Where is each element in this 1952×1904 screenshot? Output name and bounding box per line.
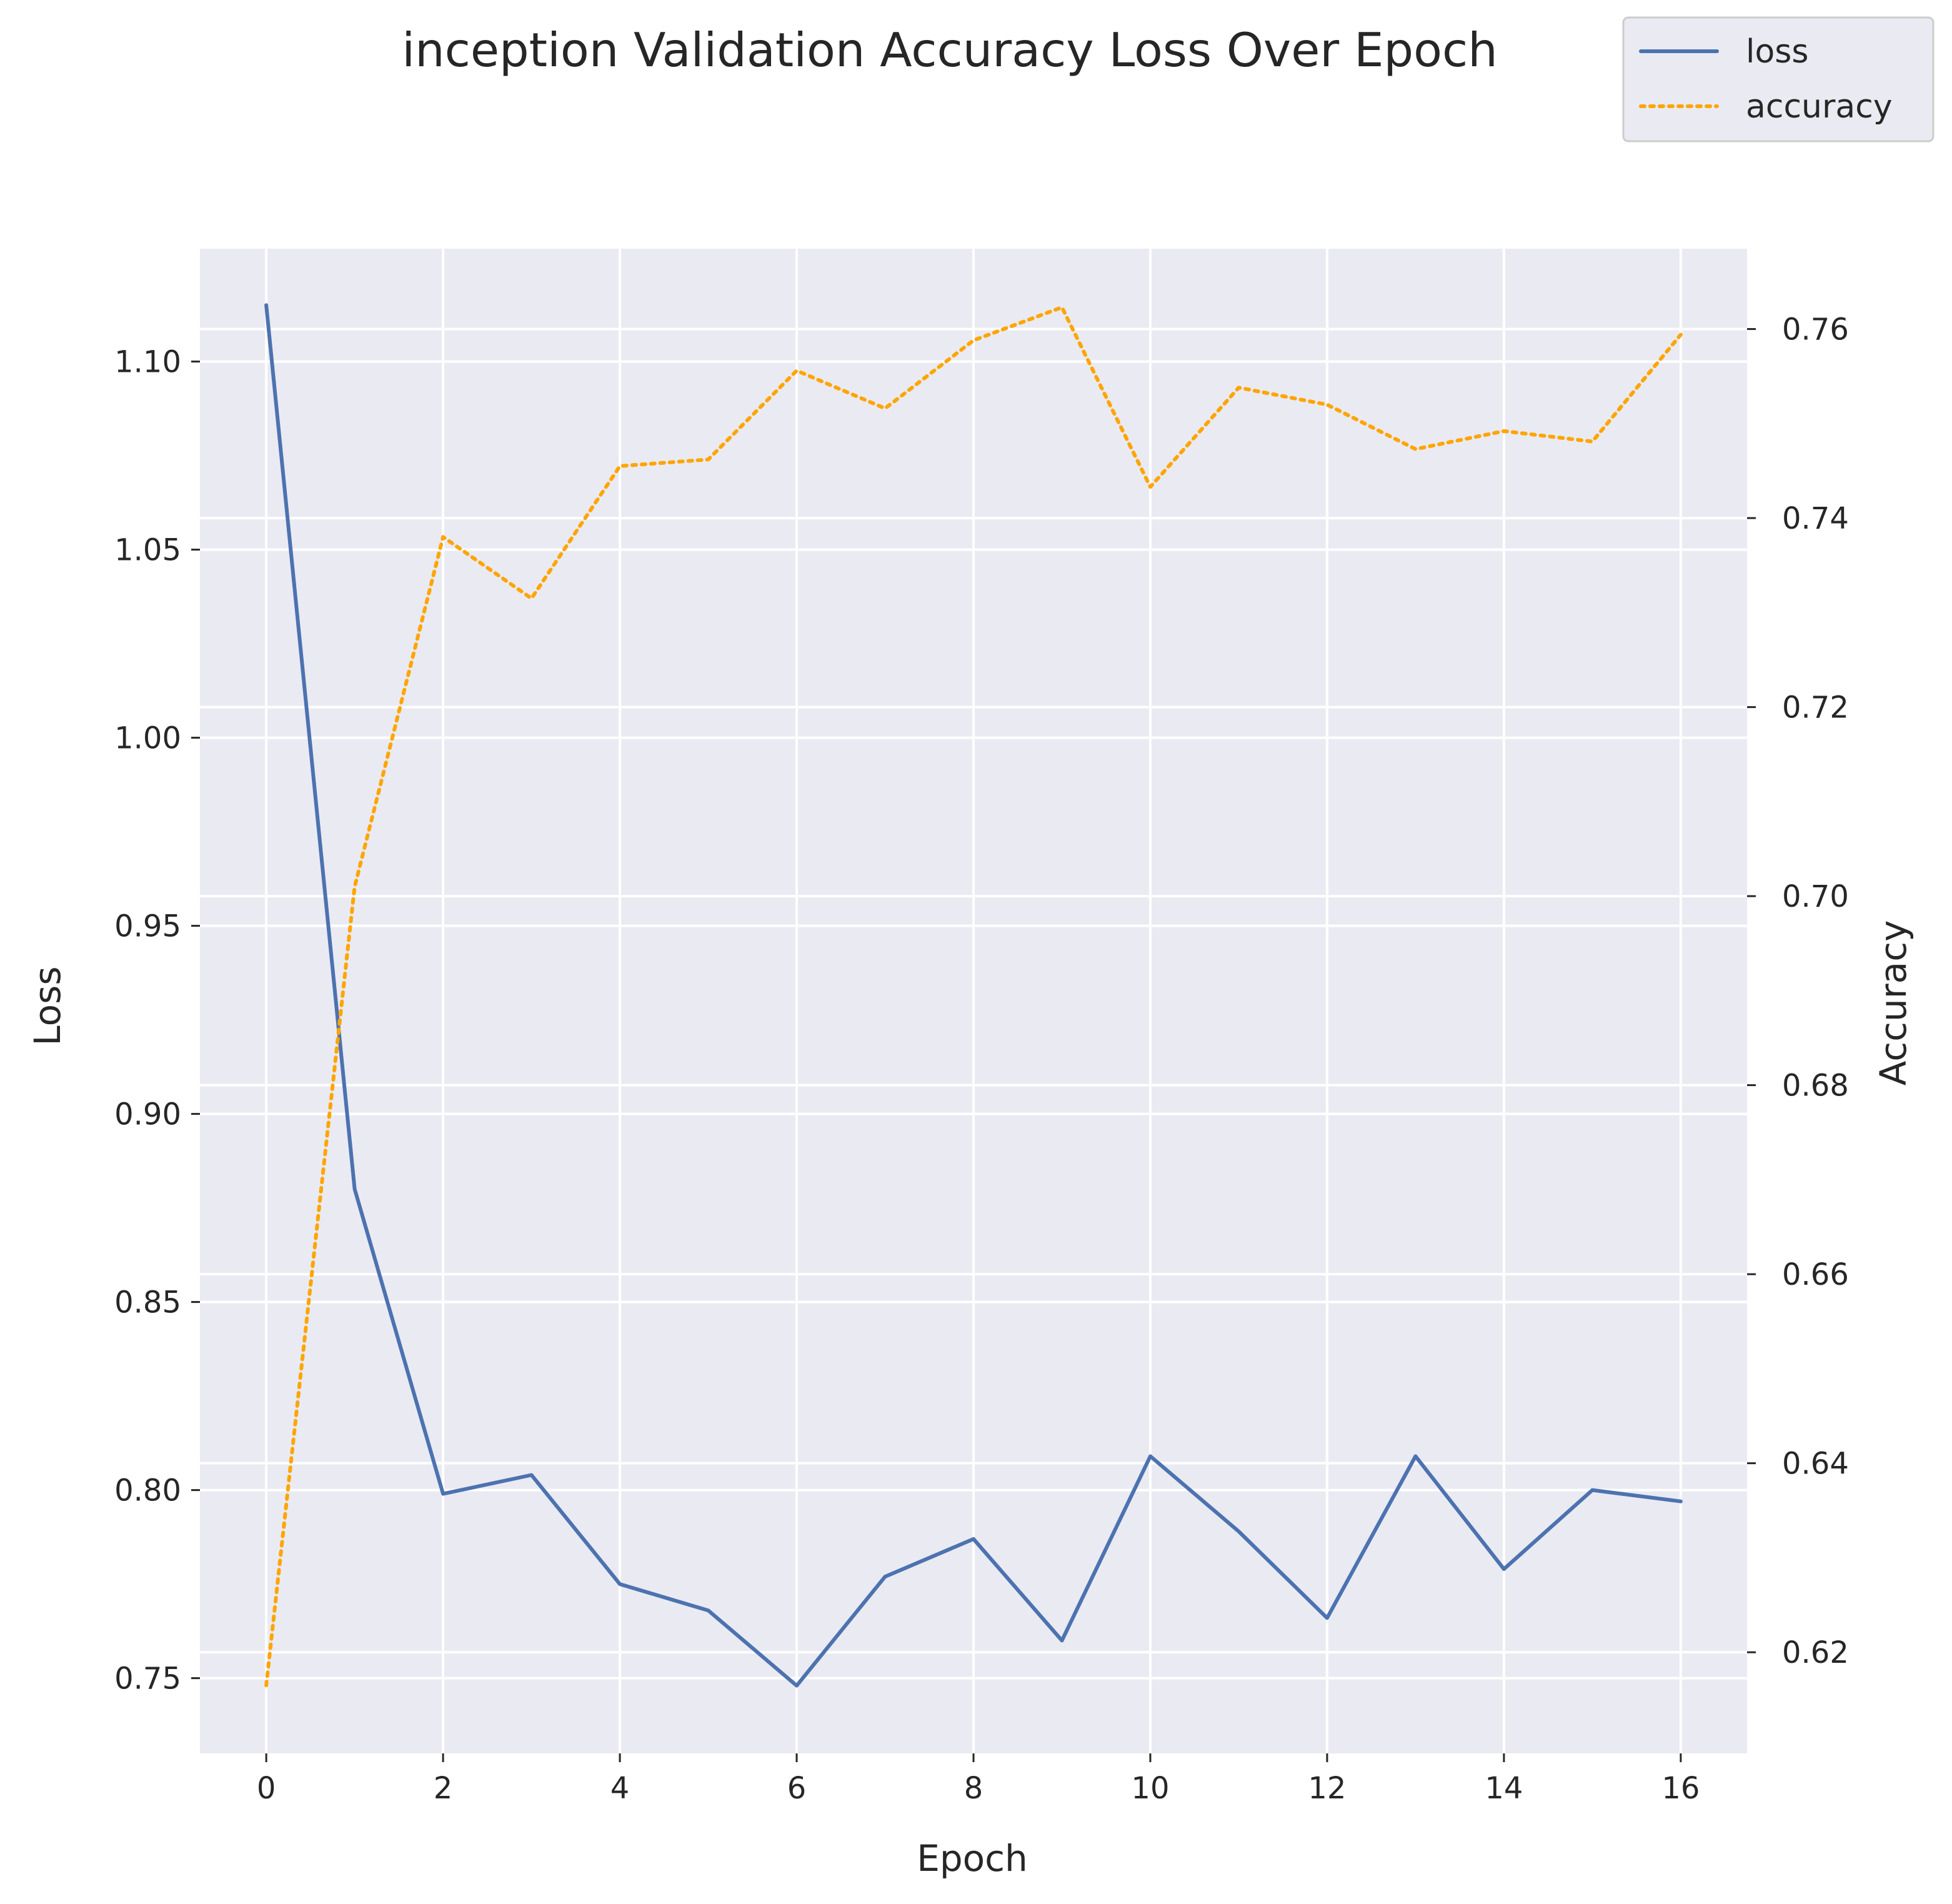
data-point-accuracy (1148, 485, 1152, 489)
data-point-loss (707, 1608, 710, 1612)
data-point-loss (1590, 1488, 1594, 1492)
series-line-accuracy (264, 305, 1683, 1688)
y-right-tick-label: 0.76 (1782, 312, 1849, 347)
x-tick-label: 2 (434, 1771, 453, 1806)
data-point-accuracy (530, 597, 534, 601)
y-right-tick-label: 0.70 (1782, 879, 1849, 914)
data-point-loss (972, 1537, 975, 1541)
series-line-loss (264, 303, 1683, 1688)
data-point-accuracy (1060, 306, 1063, 309)
data-point-loss (1148, 1454, 1152, 1458)
y-right-tick-label: 0.74 (1782, 501, 1849, 536)
y-right-tick-label: 0.66 (1782, 1257, 1849, 1292)
x-axis-label: Epoch (917, 1837, 1028, 1880)
y-left-tick-label: 0.75 (114, 1662, 181, 1697)
x-tick-label: 0 (257, 1771, 276, 1806)
data-point-loss (1237, 1530, 1240, 1533)
data-point-accuracy (707, 457, 710, 461)
chart-title: inception Validation Accuracy Loss Over … (402, 22, 1498, 77)
data-point-accuracy (884, 407, 887, 411)
data-point-loss (441, 1492, 445, 1496)
data-point-loss (1502, 1567, 1506, 1571)
data-point-loss (795, 1684, 799, 1688)
data-point-loss (530, 1473, 534, 1477)
x-tick-label: 14 (1485, 1771, 1523, 1806)
data-point-accuracy (1502, 429, 1506, 433)
y-left-tick-label: 1.00 (114, 721, 181, 756)
y-left-tick-label: 0.80 (114, 1473, 181, 1508)
data-point-accuracy (264, 1683, 268, 1687)
data-point-accuracy (353, 885, 357, 889)
data-point-accuracy (972, 339, 975, 342)
y-axis-left-label: Loss (26, 966, 69, 1045)
y-left-tick-label: 0.85 (114, 1285, 181, 1320)
x-tick-label: 16 (1661, 1771, 1700, 1806)
data-point-accuracy (1237, 386, 1240, 389)
data-point-accuracy (441, 535, 445, 539)
data-point-loss (884, 1575, 887, 1578)
y-left-tick-label: 0.95 (114, 909, 181, 944)
y-right-tick-label: 0.68 (1782, 1069, 1849, 1104)
plot-area (200, 249, 1747, 1753)
data-point-loss (264, 303, 268, 307)
x-tick-label: 12 (1308, 1771, 1346, 1806)
data-point-loss (1679, 1500, 1683, 1503)
x-tick-label: 10 (1131, 1771, 1169, 1806)
data-point-loss (353, 1187, 357, 1191)
axes: 0 2 4 6 8 10 12 14 16 0.75 0.80 0.85 0.90 0.95 1.00 1.0… (114, 312, 1849, 1806)
data-point-accuracy (1325, 403, 1329, 407)
data-point-accuracy (618, 464, 622, 468)
legend: loss accuracy (1622, 16, 1935, 142)
data-point-accuracy (1413, 447, 1417, 451)
y-right-tick-label: 0.72 (1782, 690, 1849, 725)
data-point-loss (1325, 1616, 1329, 1620)
y-left-tick-label: 1.10 (114, 345, 181, 380)
x-tick-label: 8 (964, 1771, 983, 1806)
y-left-tick-label: 1.05 (114, 533, 181, 568)
data-point-loss (618, 1582, 622, 1586)
y-right-tick-label: 0.64 (1782, 1447, 1849, 1482)
y-axis-right-label: Accuracy (1872, 920, 1915, 1086)
data-point-loss (1060, 1638, 1063, 1642)
x-tick-label: 6 (787, 1771, 807, 1806)
data-point-loss (1413, 1454, 1417, 1458)
x-tick-label: 4 (610, 1771, 630, 1806)
y-left-tick-label: 0.90 (114, 1097, 181, 1132)
legend-label-loss: loss (1746, 33, 1808, 71)
data-point-accuracy (1590, 440, 1594, 444)
y-right-tick-label: 0.62 (1782, 1635, 1849, 1670)
data-point-accuracy (795, 369, 799, 372)
data-point-accuracy (1679, 333, 1683, 337)
legend-box (1622, 16, 1935, 142)
legend-label-accuracy: accuracy (1746, 88, 1893, 126)
